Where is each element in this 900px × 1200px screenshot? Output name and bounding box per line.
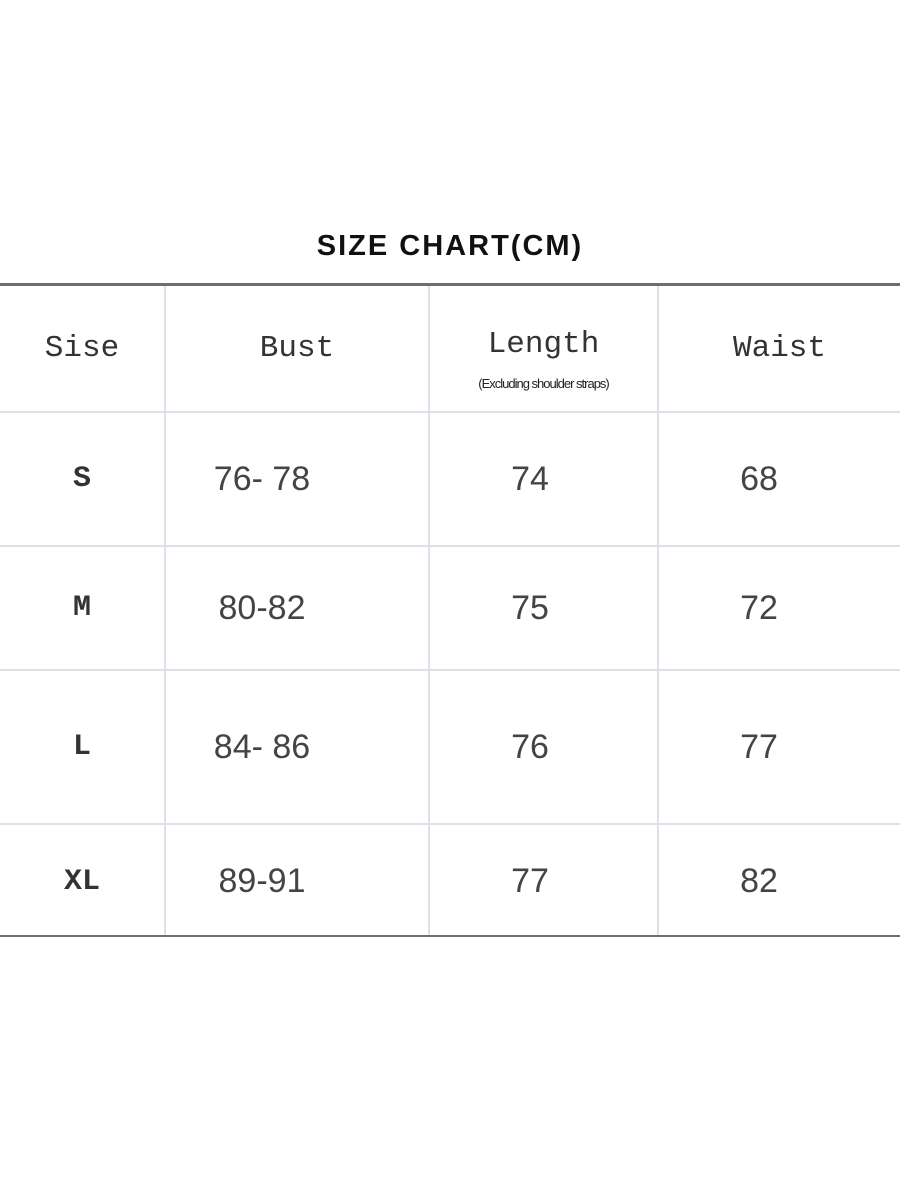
- value-cell: 77: [659, 671, 859, 823]
- length-value: 74: [511, 459, 549, 498]
- waist-value: 68: [740, 459, 778, 498]
- value-cell: 84- 86: [166, 671, 358, 823]
- size-cell: L: [0, 671, 164, 823]
- value-cell: 77: [430, 825, 630, 938]
- value-cell: 74: [430, 413, 630, 545]
- header-length: Length (Excluding shoulder straps): [430, 304, 657, 414]
- value-cell: 82: [659, 825, 859, 938]
- header-bust-label: Bust: [259, 331, 335, 366]
- row-divider: [0, 411, 900, 413]
- bust-value: 89-91: [218, 862, 306, 900]
- size-label: XL: [63, 864, 100, 899]
- header-bust: Bust: [166, 286, 428, 411]
- column-divider: [428, 286, 430, 935]
- row-divider: [0, 823, 900, 825]
- length-value: 76: [511, 727, 549, 766]
- size-label: S: [72, 462, 91, 496]
- row-divider: [0, 545, 900, 547]
- value-cell: 76: [430, 671, 630, 823]
- waist-value: 82: [740, 862, 778, 900]
- bust-value: 80-82: [218, 588, 306, 627]
- value-cell: 75: [430, 547, 630, 669]
- header-size: Sise: [0, 286, 164, 411]
- waist-value: 72: [740, 588, 778, 627]
- length-note: (Excluding shoulder straps): [478, 376, 610, 391]
- column-divider: [164, 286, 166, 935]
- waist-value: 77: [740, 727, 778, 766]
- value-cell: 68: [659, 413, 859, 545]
- length-value: 75: [511, 588, 549, 627]
- length-value: 77: [511, 862, 549, 900]
- bust-value: 76- 78: [213, 459, 311, 498]
- size-label: M: [72, 591, 91, 625]
- header-size-label: Sise: [44, 331, 120, 366]
- value-cell: 89-91: [166, 825, 358, 938]
- size-cell: M: [0, 547, 164, 669]
- size-cell: XL: [0, 825, 164, 938]
- size-table: Sise Bust Length (Excluding shoulder str…: [0, 283, 900, 937]
- header-waist: Waist: [659, 286, 900, 411]
- size-chart-title: SIZE CHART(CM): [316, 230, 584, 262]
- column-divider: [657, 286, 659, 935]
- value-cell: 80-82: [166, 547, 358, 669]
- header-length-label: Length: [487, 327, 600, 362]
- row-divider: [0, 669, 900, 671]
- size-cell: S: [0, 413, 164, 545]
- bust-value: 84- 86: [213, 727, 311, 766]
- size-label: L: [72, 730, 91, 764]
- header-waist-label: Waist: [732, 331, 826, 366]
- value-cell: 76- 78: [166, 413, 358, 545]
- value-cell: 72: [659, 547, 859, 669]
